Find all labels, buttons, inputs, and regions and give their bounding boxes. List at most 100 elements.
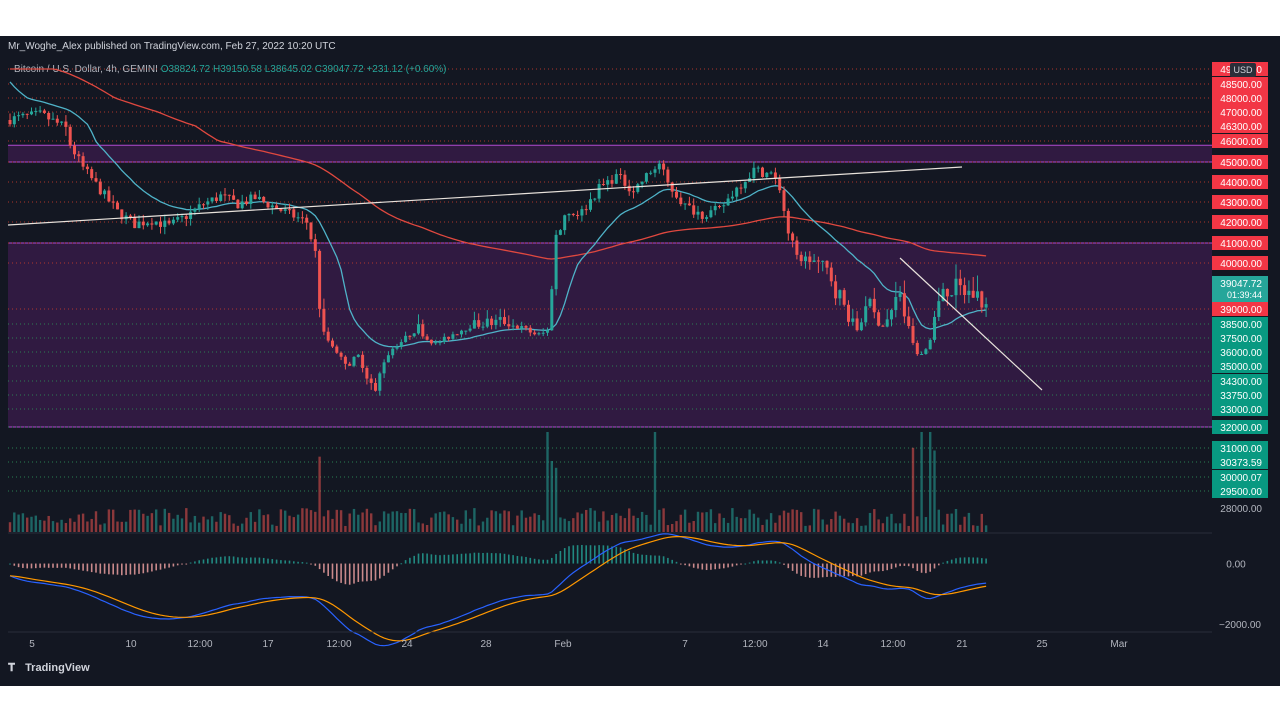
candle [245,201,248,204]
candle [236,199,240,209]
macd-histogram-bar [882,563,884,572]
candle [90,169,94,179]
volume-bar [271,524,274,532]
volume-bar [124,521,128,532]
volume-bar [744,518,747,532]
candle [911,326,915,343]
price-label-red: 48000.00 [1212,91,1268,105]
price-label-green-bg [1212,359,1268,373]
candle [365,367,369,379]
price-label-red-bg [1212,77,1268,91]
volume-bar [137,509,141,532]
macd-histogram-bar [766,560,768,564]
macd-histogram-bar [293,561,295,564]
volume-bar [511,525,515,532]
price-label-red-text: 40000.00 [1220,259,1262,270]
candle [963,285,967,296]
volume-bar [675,521,678,532]
macd-histogram-bar [443,554,446,564]
candle [64,121,68,127]
volume-bar [464,510,467,532]
candle [954,278,958,296]
macd-histogram-bar [903,563,906,566]
macd-histogram-bar [224,556,226,564]
macd-histogram-bar [348,563,351,585]
candle [395,346,399,349]
candle [769,172,773,174]
volume-bar [726,522,730,532]
candle [791,233,795,241]
volume-bar [378,521,381,532]
chart-frame [0,36,1280,686]
time-tick: 21 [956,639,968,650]
volume-bar [864,525,867,532]
candle [180,216,184,218]
volume-bar [172,518,175,532]
candle [60,121,64,123]
macd-histogram-bar [731,563,734,567]
volume-bar [279,509,283,532]
volume-bar [920,432,923,532]
macd-histogram-bar [228,556,231,564]
price-label-green: 38500.00 [1212,317,1268,331]
time-tick: 12:00 [880,639,905,650]
volume-bar [589,508,592,532]
macd-histogram-bar [404,560,407,564]
candle [868,298,872,307]
price-label-red-text: 46300.00 [1220,122,1262,133]
price-label-green-bg [1212,388,1268,402]
candle [214,197,218,201]
candle [498,317,502,320]
candle [34,110,38,112]
macd-histogram-bar [907,563,910,567]
volume-bar [198,522,201,532]
macd-histogram-bar [465,553,467,564]
volume-bar [959,524,962,532]
volume-bar [615,513,618,532]
volume-bar [266,514,270,532]
candle [189,211,193,220]
macd-histogram-bar [512,555,514,564]
candle [318,250,322,309]
tradingview-logo-icon: 𝐓 [8,662,16,674]
candle [8,120,12,125]
volume-bar [60,519,63,532]
macd-histogram-bar [976,557,979,564]
price-label-green: 31000.00 [1212,441,1268,455]
macd-histogram-bar [181,563,183,565]
volume-bar [90,518,93,532]
volume-bar [761,524,764,532]
price-label-green-bg [1212,470,1268,484]
volume-bar [804,525,807,532]
candle [374,382,377,391]
time-tick: 17 [262,639,274,650]
candle [472,320,476,329]
macd-histogram-bar [207,558,209,564]
volume-bar [318,456,321,532]
volume-bar [284,510,287,532]
candle [339,352,343,357]
candle [644,173,648,182]
volume-bar [129,509,132,532]
macd-histogram-bar [146,563,149,573]
macd-histogram-bar [748,562,751,564]
volume-bar [937,509,940,532]
candle [322,308,326,332]
candle [829,267,833,282]
volume-bar [812,508,816,532]
candle [915,342,919,355]
macd-histogram-bar [520,556,523,564]
macd-histogram-bar [327,563,329,576]
macd-histogram-bar [219,556,222,564]
candle [408,335,412,337]
candle [537,333,541,335]
volume-bar [507,511,510,532]
candle [133,217,137,229]
candle [464,330,468,332]
macd-histogram-bar [774,561,777,564]
currency-badge[interactable]: USD [1230,63,1256,77]
symbol-legend: Bitcoin / U.S. Dollar, 4h, GEMINI O38824… [14,64,447,75]
volume-bar [520,510,523,532]
candle [210,197,214,202]
